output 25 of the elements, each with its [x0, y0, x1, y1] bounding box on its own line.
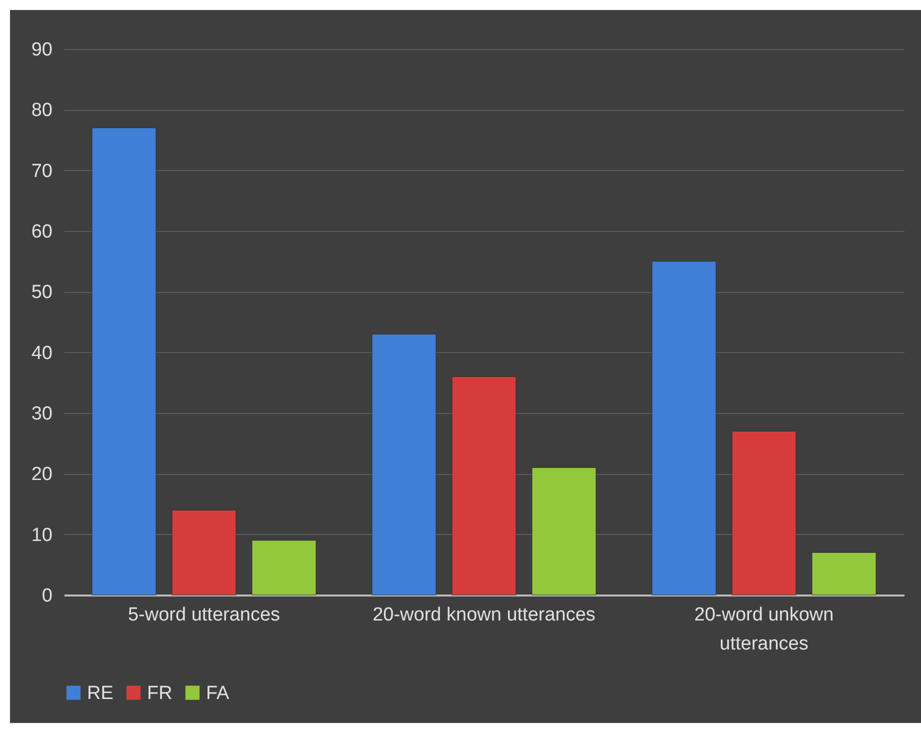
bar	[92, 128, 156, 596]
y-tick-label: 90	[31, 40, 52, 60]
bar	[732, 430, 796, 596]
bar	[452, 376, 516, 596]
bar	[652, 261, 716, 596]
bar	[172, 510, 236, 596]
bar	[252, 540, 316, 596]
legend-label: FA	[206, 682, 230, 704]
legend-label: RE	[87, 682, 114, 704]
bar	[372, 334, 436, 596]
bar	[532, 467, 596, 596]
y-tick-label: 40	[31, 342, 52, 364]
y-tick-label: 10	[31, 524, 52, 546]
x-tick-label: 20-word known utterances	[372, 604, 596, 626]
y-tick-label: 80	[31, 100, 52, 122]
legend-label: FR	[147, 682, 172, 704]
bar	[812, 552, 876, 596]
y-tick-label: 60	[31, 222, 52, 242]
y-tick-label: 0	[42, 586, 52, 606]
x-tick-label: 5-word utterances	[128, 604, 280, 626]
y-tick-label: 30	[31, 404, 52, 424]
y-tick-label: 20	[31, 464, 52, 486]
y-tick-label: 70	[31, 160, 52, 182]
x-tick-label: 20-word unkown utterances	[694, 604, 834, 654]
y-tick-label: 50	[31, 282, 52, 304]
